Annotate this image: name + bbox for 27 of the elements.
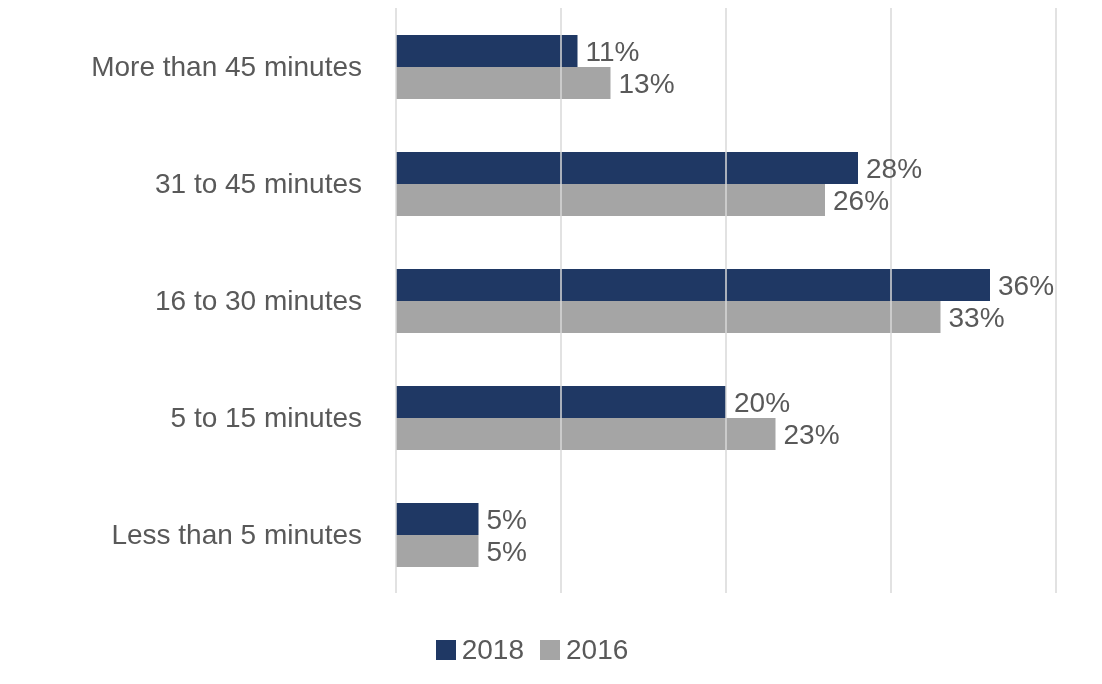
data-label: 13%	[618, 67, 675, 99]
bar	[396, 535, 479, 567]
y-tick-label: More than 45 minutes	[91, 51, 362, 83]
data-label: 11%	[585, 35, 640, 67]
bar	[396, 301, 941, 333]
bar	[396, 152, 858, 184]
data-label: 36%	[998, 269, 1055, 301]
legend-label: 2018	[460, 634, 524, 666]
data-label: 26%	[833, 184, 890, 216]
data-label: 20%	[734, 386, 791, 418]
legend-label: 2016	[565, 634, 629, 666]
data-label: 5%	[486, 503, 527, 535]
bar	[396, 503, 479, 535]
bar	[396, 269, 990, 301]
bar	[396, 35, 578, 67]
bar	[396, 386, 726, 418]
data-label: 23%	[783, 418, 840, 450]
data-label: 33%	[948, 301, 1005, 333]
bar	[396, 67, 611, 99]
y-tick-label: 5 to 15 minutes	[170, 402, 362, 434]
y-tick-label: Less than 5 minutes	[111, 519, 362, 551]
data-label: 28%	[866, 152, 923, 184]
bar	[396, 184, 825, 216]
y-tick-label: 16 to 30 minutes	[154, 285, 362, 317]
y-tick-label: 31 to 45 minutes	[154, 168, 362, 200]
data-label: 5%	[486, 535, 527, 567]
bar	[396, 418, 776, 450]
